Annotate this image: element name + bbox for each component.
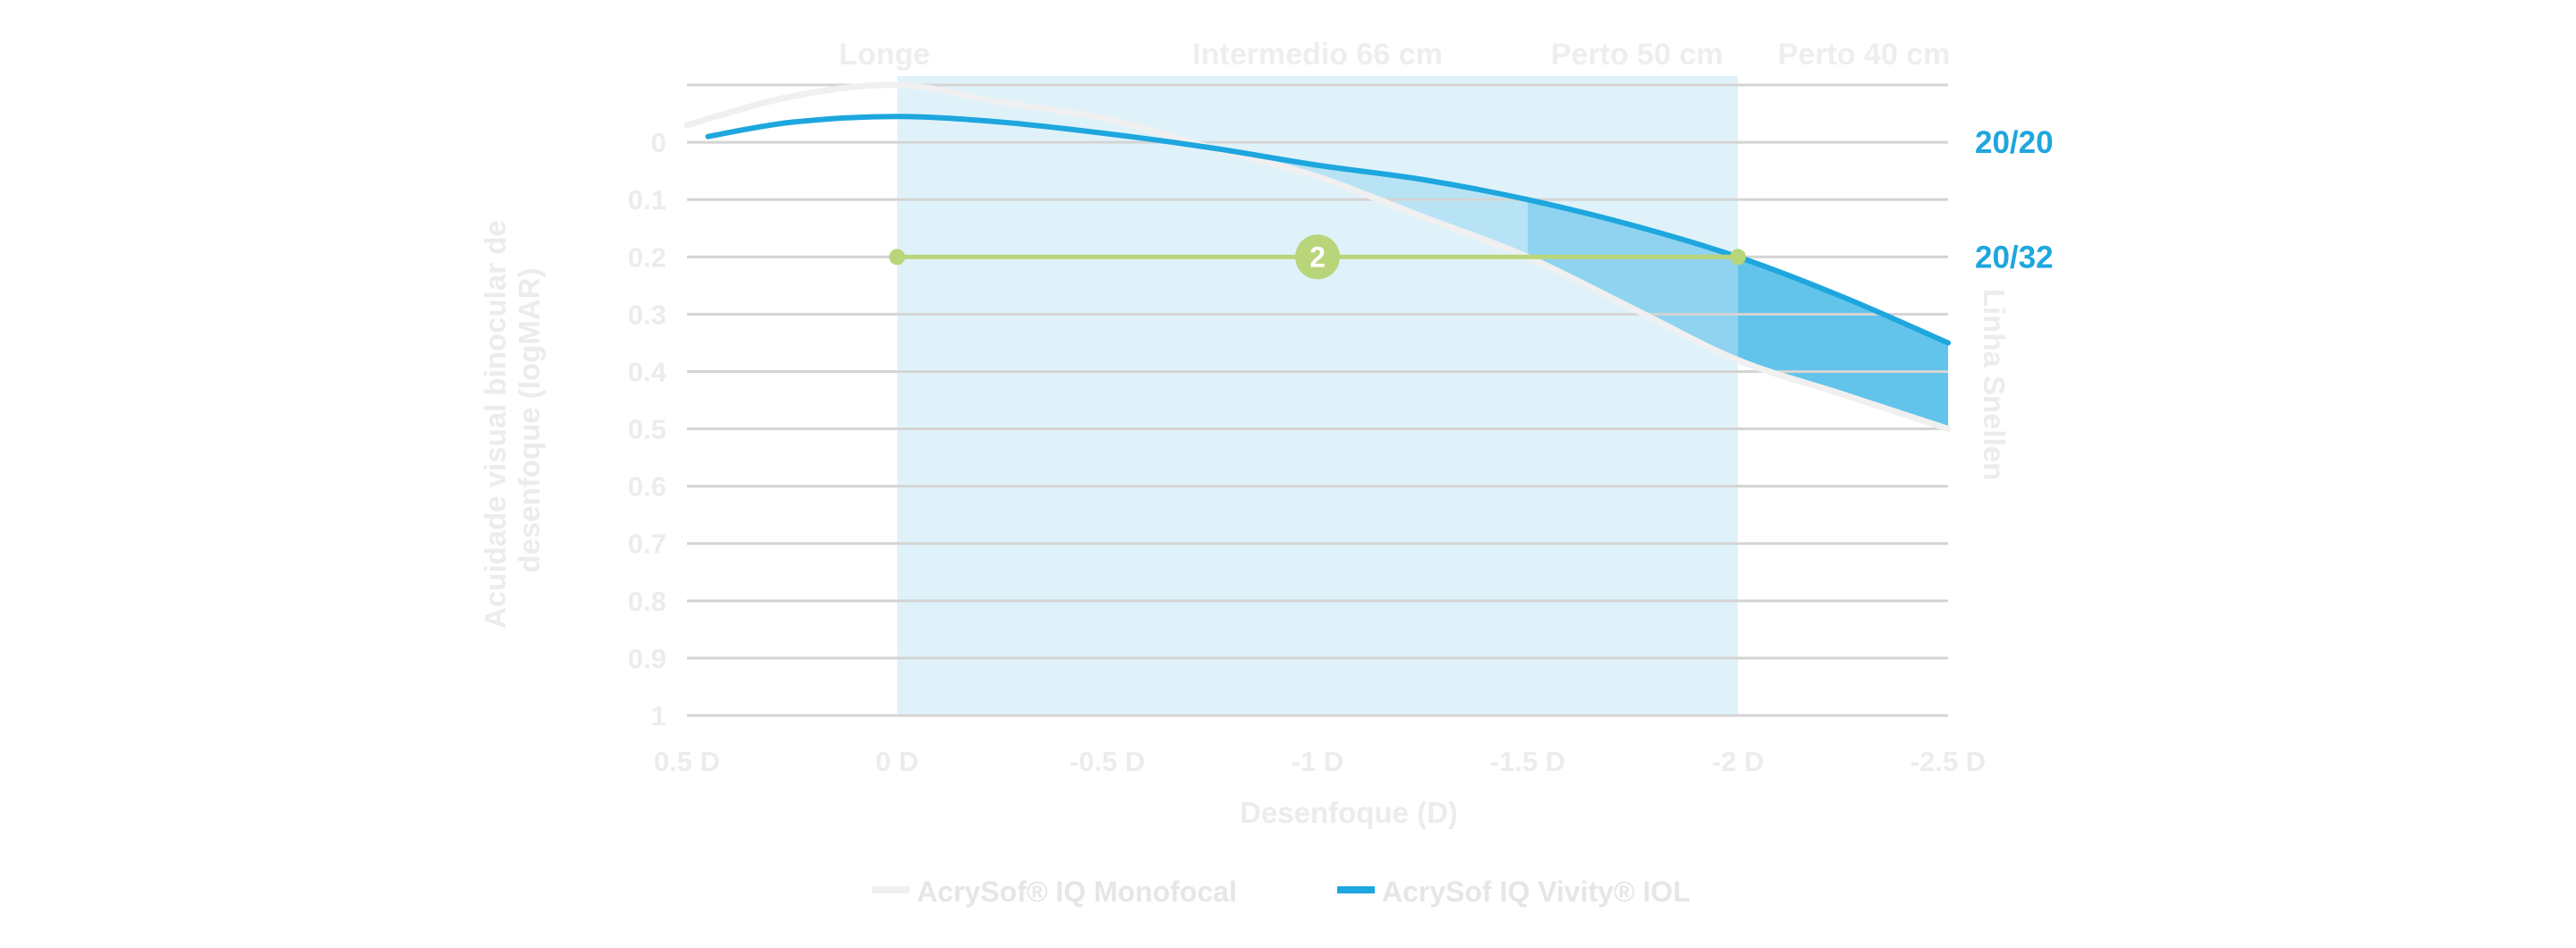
y-tick-label: 0 (651, 127, 666, 158)
legend-entry: AcrySof IQ Vivity® IOL (1382, 876, 1690, 908)
x-tick-label: -2 D (1712, 746, 1765, 777)
y2-axis-label: Linha Snellen (1978, 289, 2011, 481)
legend-swatch (872, 886, 910, 893)
y-tick-label: 0.8 (628, 586, 666, 617)
x-tick-label: -2.5 D (1911, 746, 1986, 777)
zone-label: Perto 40 cm (1778, 38, 1951, 72)
x-axis-label: Desenfoque (D) (1240, 796, 1458, 829)
x-tick-label: 0.5 D (654, 746, 720, 777)
reference-line-start-dot (889, 249, 905, 266)
y-tick-label: 0.1 (628, 184, 666, 216)
fill-near-50 (1528, 199, 1738, 360)
shaded-range-rect (897, 76, 1738, 715)
y-tick-label: 0.2 (628, 241, 666, 273)
zone-label: Intermedio 66 cm (1192, 38, 1443, 72)
legend-entry: AcrySof® IQ Monofocal (917, 876, 1237, 908)
snellen-labels: 20/20 20/32 (1975, 125, 2054, 275)
snellen-label: 20/32 (1975, 240, 2054, 275)
y-tick-label: 0.5 (628, 414, 666, 445)
reference-badge (1295, 234, 1340, 280)
x-tick-label: -0.5 D (1070, 746, 1145, 777)
y-tick-label: 0.4 (628, 356, 667, 387)
snellen-label: 20/20 (1975, 125, 2054, 160)
zone-label: Longe (839, 38, 930, 72)
distance-zone-labels: Longe Intermedio 66 cm Perto 50 cm Perto 40… (839, 38, 1950, 72)
fill-near-40 (1738, 257, 1948, 429)
reference-line-end-dot (1730, 249, 1746, 266)
y-tick-label: 0.3 (628, 299, 666, 330)
y-tick-label: 0.9 (628, 643, 666, 674)
x-tick-labels: 0.5 D 0 D -0.5 D -1 D -1.5 D -2 D -2.5 D (654, 746, 1986, 777)
y-axis-label-line-2: desenfoque (logMAR) (513, 268, 546, 573)
y-gridlines (687, 83, 1948, 717)
y-axis-label-line-1: Acuidade visual binocular de (479, 220, 512, 629)
monofocal-line (683, 81, 1952, 433)
y-tick-label: 1 (651, 700, 666, 732)
shaded-defocus-range (897, 76, 1738, 715)
y-tick-label: 0.7 (628, 529, 666, 560)
reference-line-group: 2 (889, 234, 1746, 280)
reference-badge-number: 2 (1309, 241, 1326, 273)
y-tick-labels: 0 0.1 0.2 0.3 0.4 0.5 0.6 0.7 0.8 0.9 1 (628, 127, 667, 732)
x-tick-label: -1.5 D (1490, 746, 1565, 777)
x-tick-label: -1 D (1292, 746, 1344, 777)
zone-label: Perto 50 cm (1551, 38, 1724, 72)
y-axis-label: Acuidade visual binocular de desenfoque … (479, 212, 546, 629)
legend: AcrySof® IQ Monofocal AcrySof IQ Vivity® … (872, 876, 1690, 908)
y-tick-label: 0.6 (628, 471, 666, 503)
legend-swatch (1337, 886, 1375, 893)
x-tick-label: 0 D (876, 746, 919, 777)
